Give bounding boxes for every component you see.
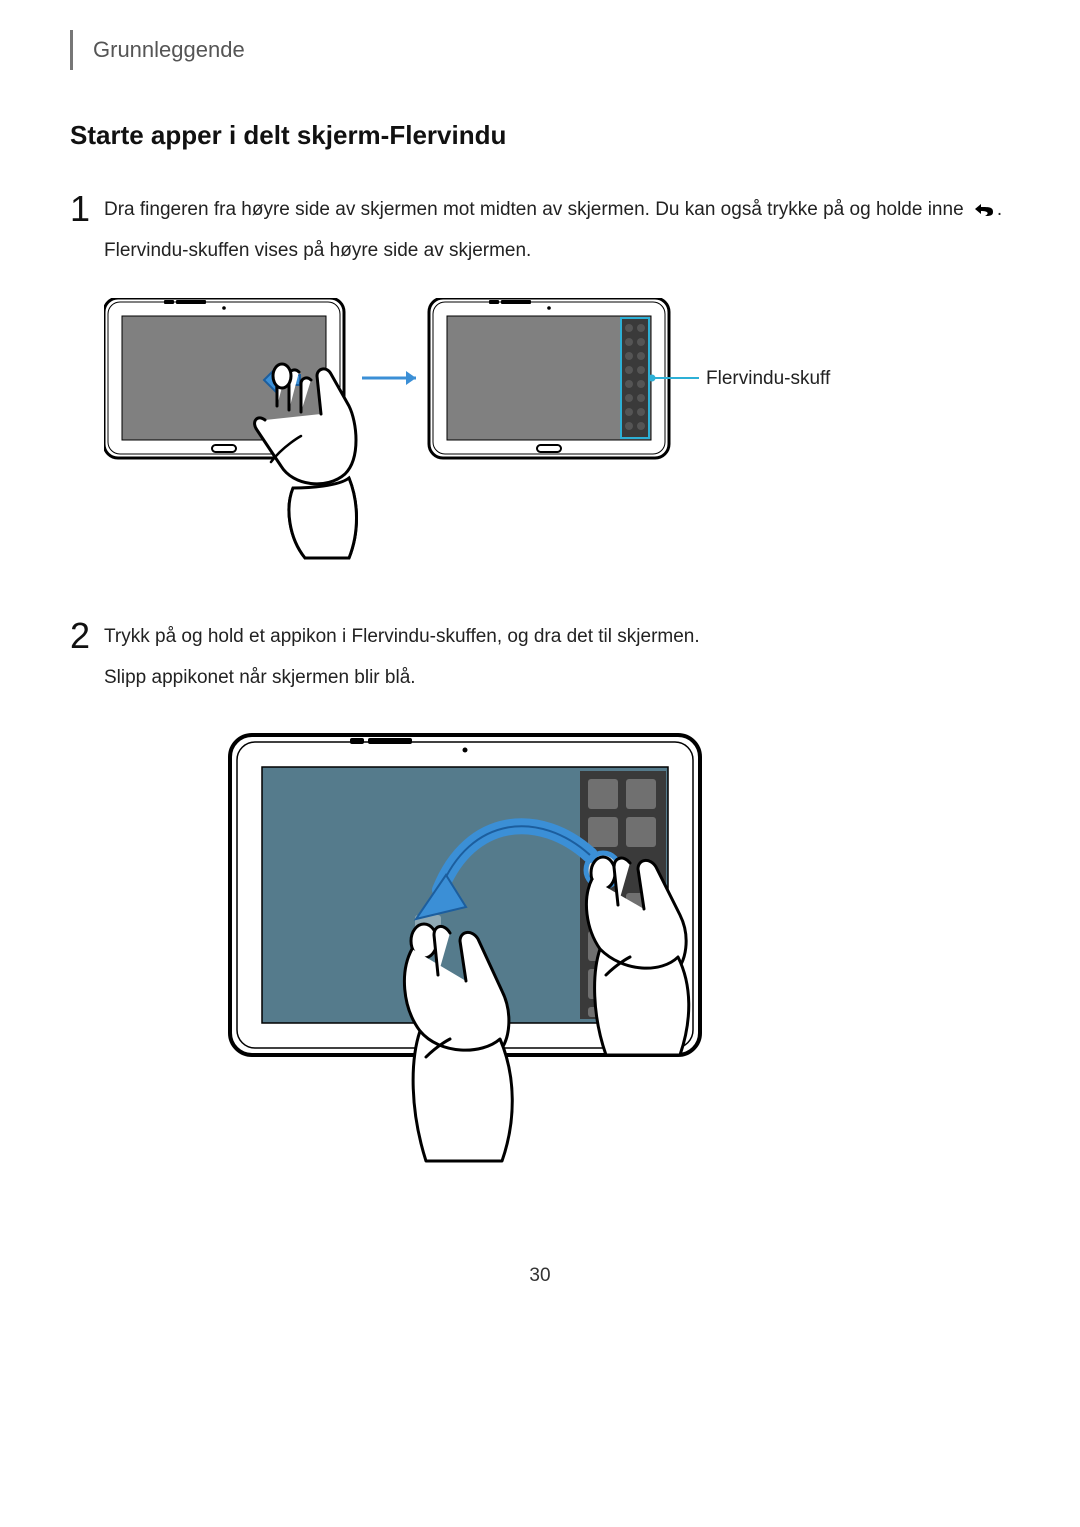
page-number: 30 bbox=[70, 1265, 1010, 1287]
step-number: 1 bbox=[70, 191, 104, 227]
step-2-p2: Slipp appikonet når skjermen blir blå. bbox=[104, 663, 1010, 692]
step-body: Trykk på og hold et appikon i Flervindu-… bbox=[104, 618, 1010, 705]
step-1-p2: Flervindu-skuffen vises på høyre side av… bbox=[104, 236, 1010, 265]
step-body: Dra fingeren fra høyre side av skjermen … bbox=[104, 191, 1010, 278]
section-title: Starte apper i delt skjerm-Flervindu bbox=[70, 120, 1010, 151]
step-1: 1 Dra fingeren fra høyre side av skjerme… bbox=[70, 191, 1010, 278]
chapter-title: Grunnleggende bbox=[93, 37, 245, 63]
step-2: 2 Trykk på og hold et appikon i Flervind… bbox=[70, 618, 1010, 705]
page-header: Grunnleggende bbox=[70, 30, 1010, 70]
step-1-p1: Dra fingeren fra høyre side av skjermen … bbox=[104, 195, 1010, 224]
figure-1: Flervindu-skuff bbox=[104, 298, 1010, 578]
figure-2 bbox=[210, 725, 1010, 1185]
step-number: 2 bbox=[70, 618, 104, 654]
header-rule bbox=[70, 30, 73, 70]
back-icon bbox=[969, 199, 997, 219]
callout-label: Flervindu-skuff bbox=[706, 368, 831, 389]
step-2-p1: Trykk på og hold et appikon i Flervindu-… bbox=[104, 622, 1010, 651]
